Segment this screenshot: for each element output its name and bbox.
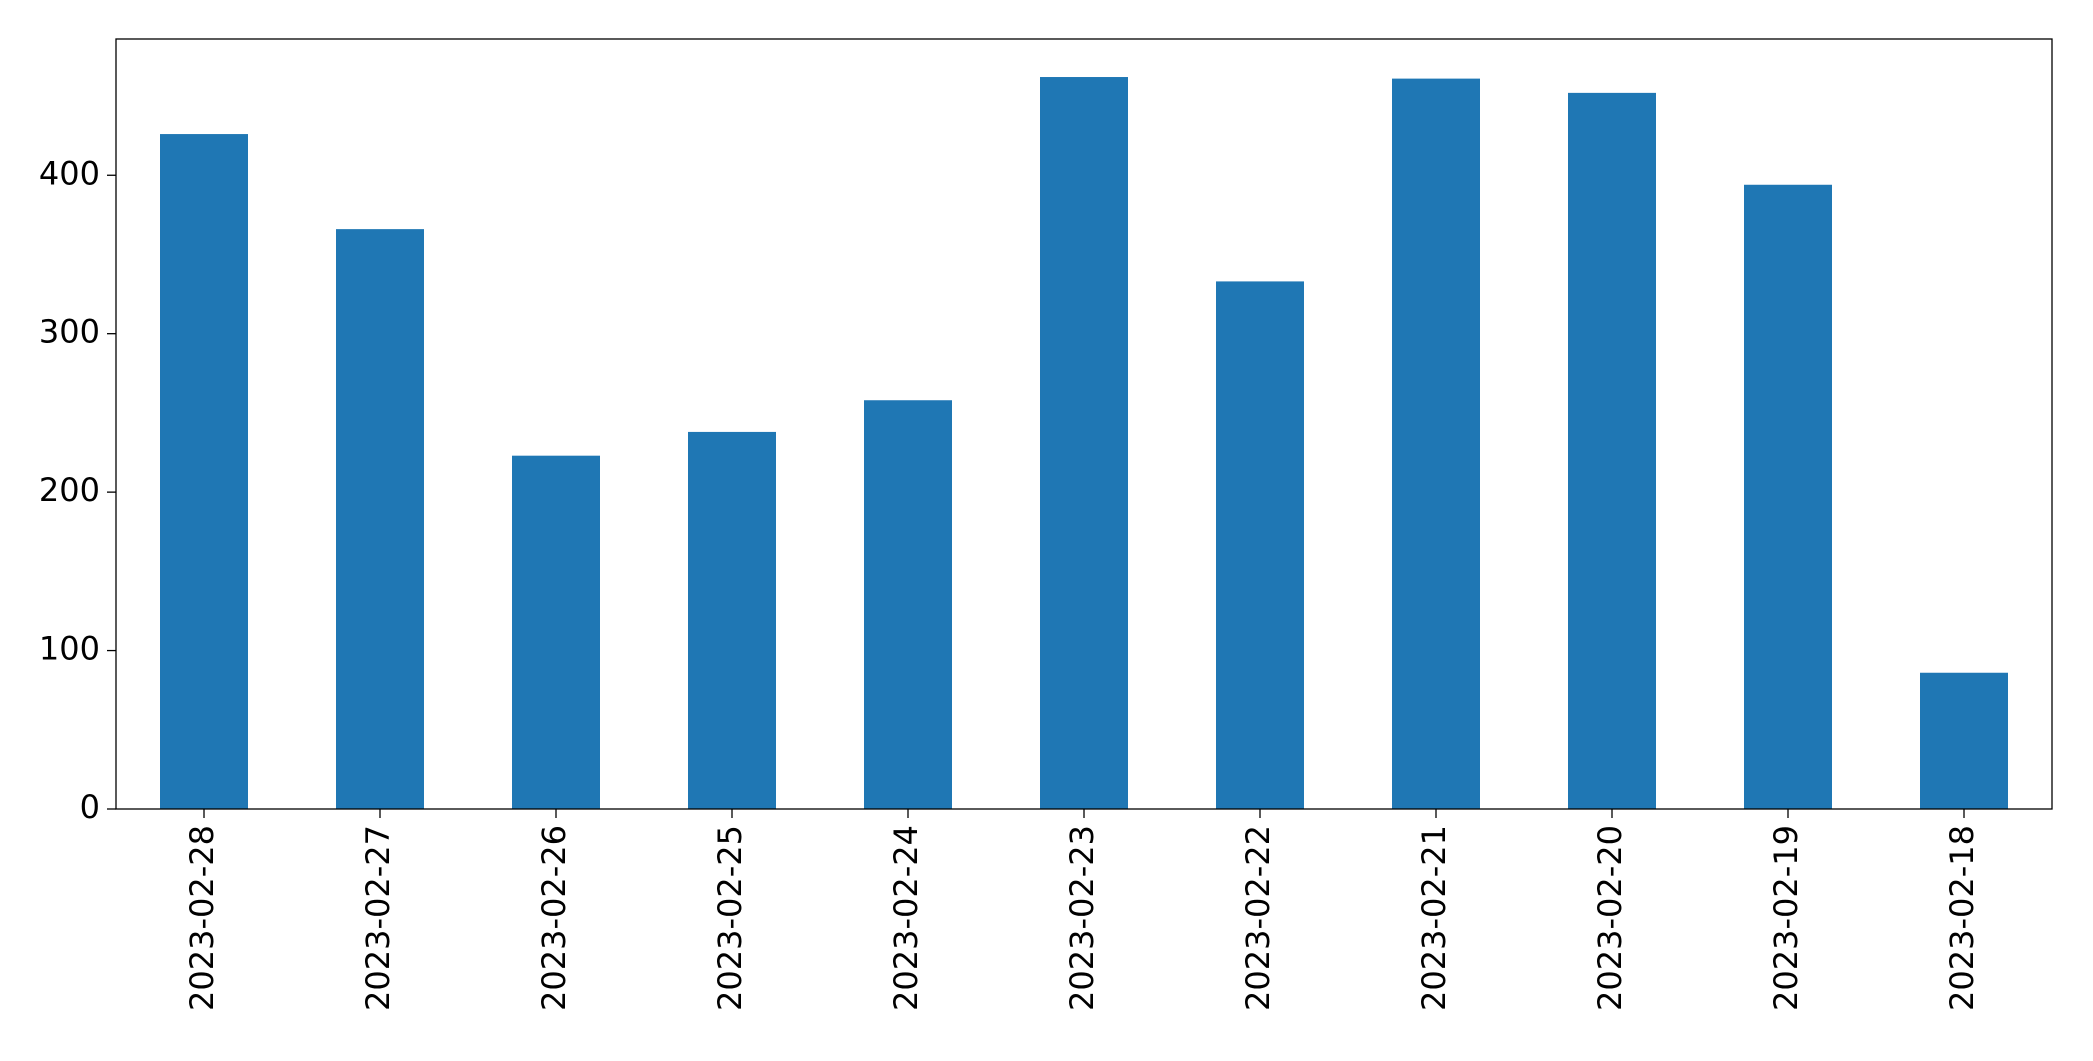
bar (1920, 672, 2008, 809)
y-tick-label: 100 (39, 630, 100, 668)
x-tick-label: 2023-02-27 (359, 825, 397, 1011)
x-tick-label: 2023-02-21 (1415, 825, 1453, 1011)
x-tick-label: 2023-02-28 (183, 825, 221, 1011)
plot-frame (115, 38, 2053, 810)
bar (1216, 281, 1304, 809)
bar (864, 400, 952, 809)
x-tick-label: 2023-02-22 (1239, 825, 1277, 1011)
bar (1040, 77, 1128, 810)
x-tick-label: 2023-02-25 (711, 825, 749, 1011)
bar (1568, 92, 1656, 810)
bar (160, 134, 248, 810)
bar (512, 455, 600, 809)
y-tick-label: 400 (39, 154, 100, 192)
x-tick-label: 2023-02-19 (1767, 825, 1805, 1011)
y-tick-label: 200 (39, 471, 100, 509)
bar (1744, 184, 1832, 809)
x-tick-label: 2023-02-26 (535, 825, 573, 1011)
x-tick-label: 2023-02-23 (1063, 825, 1101, 1011)
y-tick-label: 0 (80, 788, 100, 826)
bar (336, 229, 424, 809)
x-tick-label: 2023-02-20 (1591, 825, 1629, 1011)
x-tick-label: 2023-02-24 (887, 825, 925, 1011)
bar (688, 431, 776, 809)
bar (1392, 78, 1480, 809)
y-tick-label: 300 (39, 313, 100, 351)
x-tick-label: 2023-02-18 (1943, 825, 1981, 1011)
